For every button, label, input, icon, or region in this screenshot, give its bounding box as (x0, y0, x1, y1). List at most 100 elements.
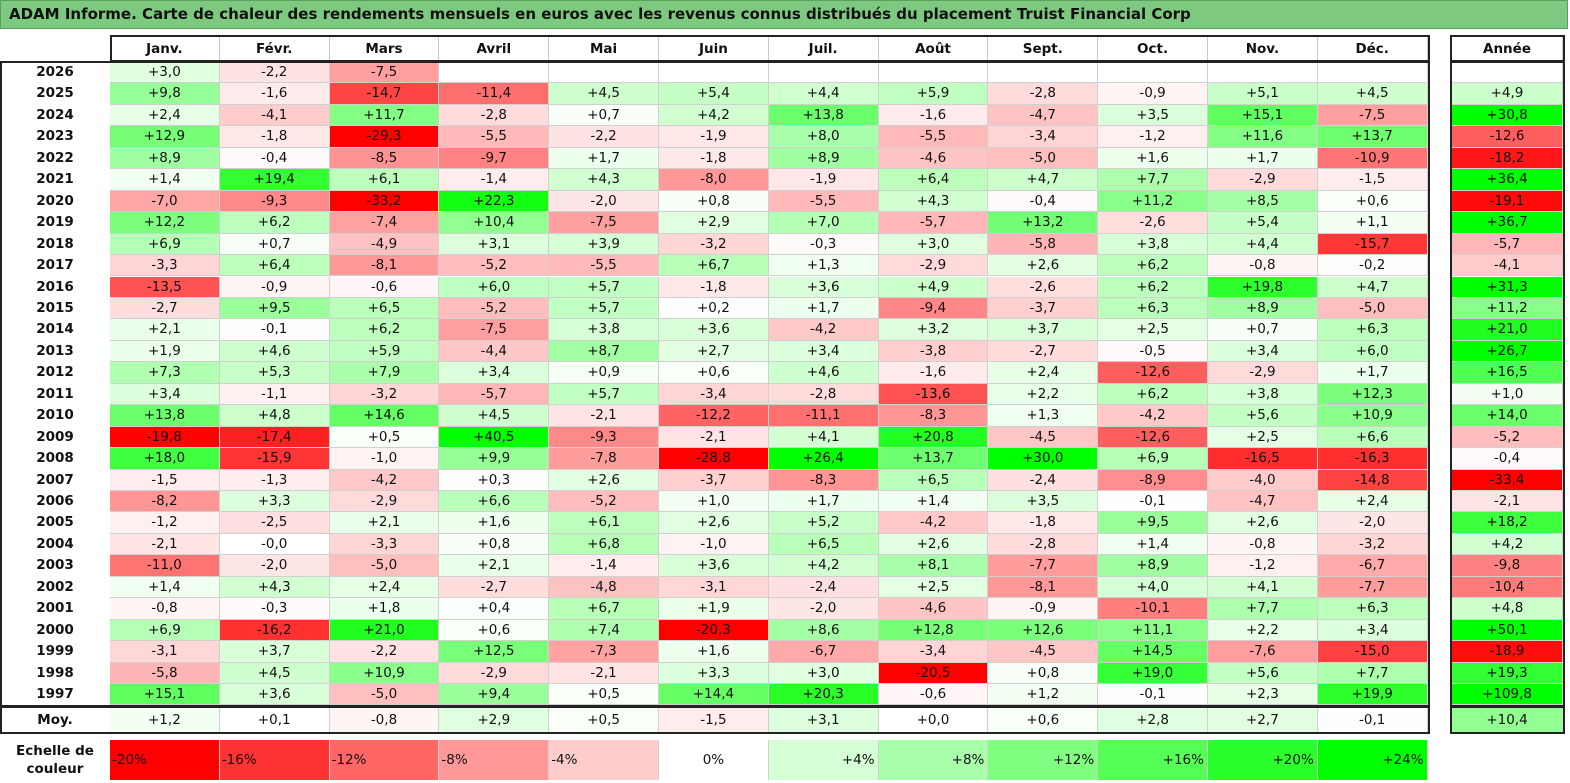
annual-cell: -19,1 (1452, 190, 1563, 213)
heatmap-cell: +10,4 (439, 212, 550, 234)
heatmap-cell: -7,8 (549, 448, 659, 470)
average-cell: -0,1 (1317, 706, 1428, 733)
heatmap-cell: +19,4 (219, 169, 330, 191)
heatmap-cell: -11,0 (110, 555, 220, 577)
heatmap-cell: -2,4 (988, 469, 1099, 491)
heatmap-cell: -2,6 (1098, 212, 1208, 234)
color-scale-step: +4% (768, 740, 879, 780)
annual-cell: -4,1 (1452, 255, 1563, 277)
heatmap-cell: -1,4 (549, 555, 659, 577)
heatmap-cell: +4,4 (768, 83, 879, 105)
heatmap-cell: +1,6 (1098, 147, 1208, 170)
heatmap-cell: +6,2 (1098, 383, 1208, 406)
year-label: 2017 (36, 257, 74, 274)
heatmap-cell: -8,0 (659, 169, 769, 191)
heatmap-cell (659, 62, 769, 84)
heatmap-cell: +10,9 (1317, 405, 1428, 427)
heatmap-cell: +6,9 (1098, 448, 1208, 470)
year-label: 2013 (36, 342, 74, 359)
heatmap-cell: +2,5 (1098, 319, 1208, 341)
heatmap-cell: +8,0 (768, 126, 879, 148)
heatmap-cell: -1,8 (659, 276, 769, 298)
heatmap-cell: +21,0 (329, 619, 440, 642)
heatmap-cell: -4,5 (988, 641, 1099, 663)
heatmap-cell: +1,7 (549, 147, 659, 170)
annual-cell: +31,3 (1452, 276, 1563, 298)
heatmap-cell: +0,6 (1317, 190, 1428, 213)
annual-cell: +36,7 (1452, 212, 1563, 234)
color-scale-label: Echelle de couleur (2, 742, 108, 782)
heatmap-cell: -9,3 (219, 190, 330, 213)
heatmap-cell: -11,4 (439, 83, 550, 105)
annual-cell: -0,4 (1452, 448, 1563, 470)
heatmap-cell: +1,0 (659, 491, 769, 513)
color-scale-step: +12% (988, 740, 1099, 780)
heatmap-cell: +8,9 (768, 147, 879, 170)
heatmap-cell: +5,9 (878, 83, 989, 105)
year-label: 2002 (36, 578, 74, 595)
heatmap-cell: +4,9 (878, 276, 989, 298)
heatmap-cell: -2,7 (110, 297, 220, 320)
heatmap-cell: -4,9 (329, 233, 440, 256)
month-header: Mars (329, 37, 440, 62)
heatmap-cell: -2,2 (219, 62, 330, 84)
annual-cell: +109,8 (1452, 684, 1563, 706)
heatmap-cell (878, 62, 989, 84)
heatmap-cell: +5,4 (1208, 212, 1318, 234)
heatmap-cell: -0,3 (768, 233, 879, 256)
heatmap-cell: +1,9 (659, 598, 769, 620)
heatmap-cell: -2,0 (219, 555, 330, 577)
year-label: 2021 (36, 171, 74, 188)
heatmap-cell (1098, 62, 1208, 84)
heatmap-cell: +6,5 (768, 533, 879, 556)
annual-cell: -12,6 (1452, 126, 1563, 148)
heatmap-cell: +11,1 (1098, 619, 1208, 642)
heatmap-cell: +1,4 (1098, 533, 1208, 556)
heatmap-cell: -0,1 (219, 319, 330, 341)
heatmap-cell: -1,8 (988, 512, 1099, 534)
heatmap-cell: -33,2 (329, 190, 440, 213)
heatmap-cell: +12,6 (988, 619, 1099, 642)
heatmap-cell: -1,6 (878, 362, 989, 384)
heatmap-cell: -2,2 (329, 641, 440, 663)
heatmap-cell: -7,7 (988, 555, 1099, 577)
year-label: 2025 (36, 85, 74, 102)
month-header: Déc. (1317, 37, 1428, 62)
annual-cell: +1,0 (1452, 383, 1563, 406)
heatmap-cell: -2,5 (219, 512, 330, 534)
heatmap-cell: +3,4 (439, 362, 550, 384)
heatmap-cell: -2,7 (988, 340, 1099, 363)
average-cell: +2,8 (1098, 706, 1208, 733)
heatmap-cell: -3,3 (110, 255, 220, 277)
heatmap-cell: -5,0 (329, 684, 440, 706)
heatmap-cell: +2,4 (988, 362, 1099, 384)
heatmap-cell: -3,7 (988, 297, 1099, 320)
month-header: Nov. (1208, 37, 1318, 62)
heatmap-cell: +1,7 (768, 491, 879, 513)
heatmap-cell: +26,4 (768, 448, 879, 470)
heatmap-cell: +6,6 (1317, 426, 1428, 449)
heatmap-cell: +18,0 (110, 448, 220, 470)
heatmap-cell: +3,6 (219, 684, 330, 706)
heatmap-cell: +2,7 (659, 340, 769, 363)
heatmap-cell: +3,0 (878, 233, 989, 256)
heatmap-cell: -1,6 (878, 104, 989, 127)
heatmap-cell: -5,0 (988, 147, 1099, 170)
heatmap-cell: -1,0 (329, 448, 440, 470)
heatmap-cell: -16,2 (219, 619, 330, 642)
heatmap-cell: -19,8 (110, 426, 220, 449)
heatmap-cell: +7,3 (110, 362, 220, 384)
annual-cell: +4,2 (1452, 533, 1563, 556)
heatmap-cell: +0,7 (549, 104, 659, 127)
annual-cell: +26,7 (1452, 340, 1563, 363)
heatmap-cell: -5,5 (878, 126, 989, 148)
heatmap-cell: +3,7 (988, 319, 1099, 341)
year-label: 2022 (36, 149, 74, 166)
heatmap-cell: -8,2 (110, 491, 220, 513)
heatmap-cell: -0,4 (219, 147, 330, 170)
heatmap-cell: +1,3 (768, 255, 879, 277)
heatmap-cell: -5,5 (549, 255, 659, 277)
heatmap-cell: +2,1 (110, 319, 220, 341)
color-scale-step: -8% (439, 740, 550, 780)
heatmap-cell: -5,2 (439, 255, 550, 277)
